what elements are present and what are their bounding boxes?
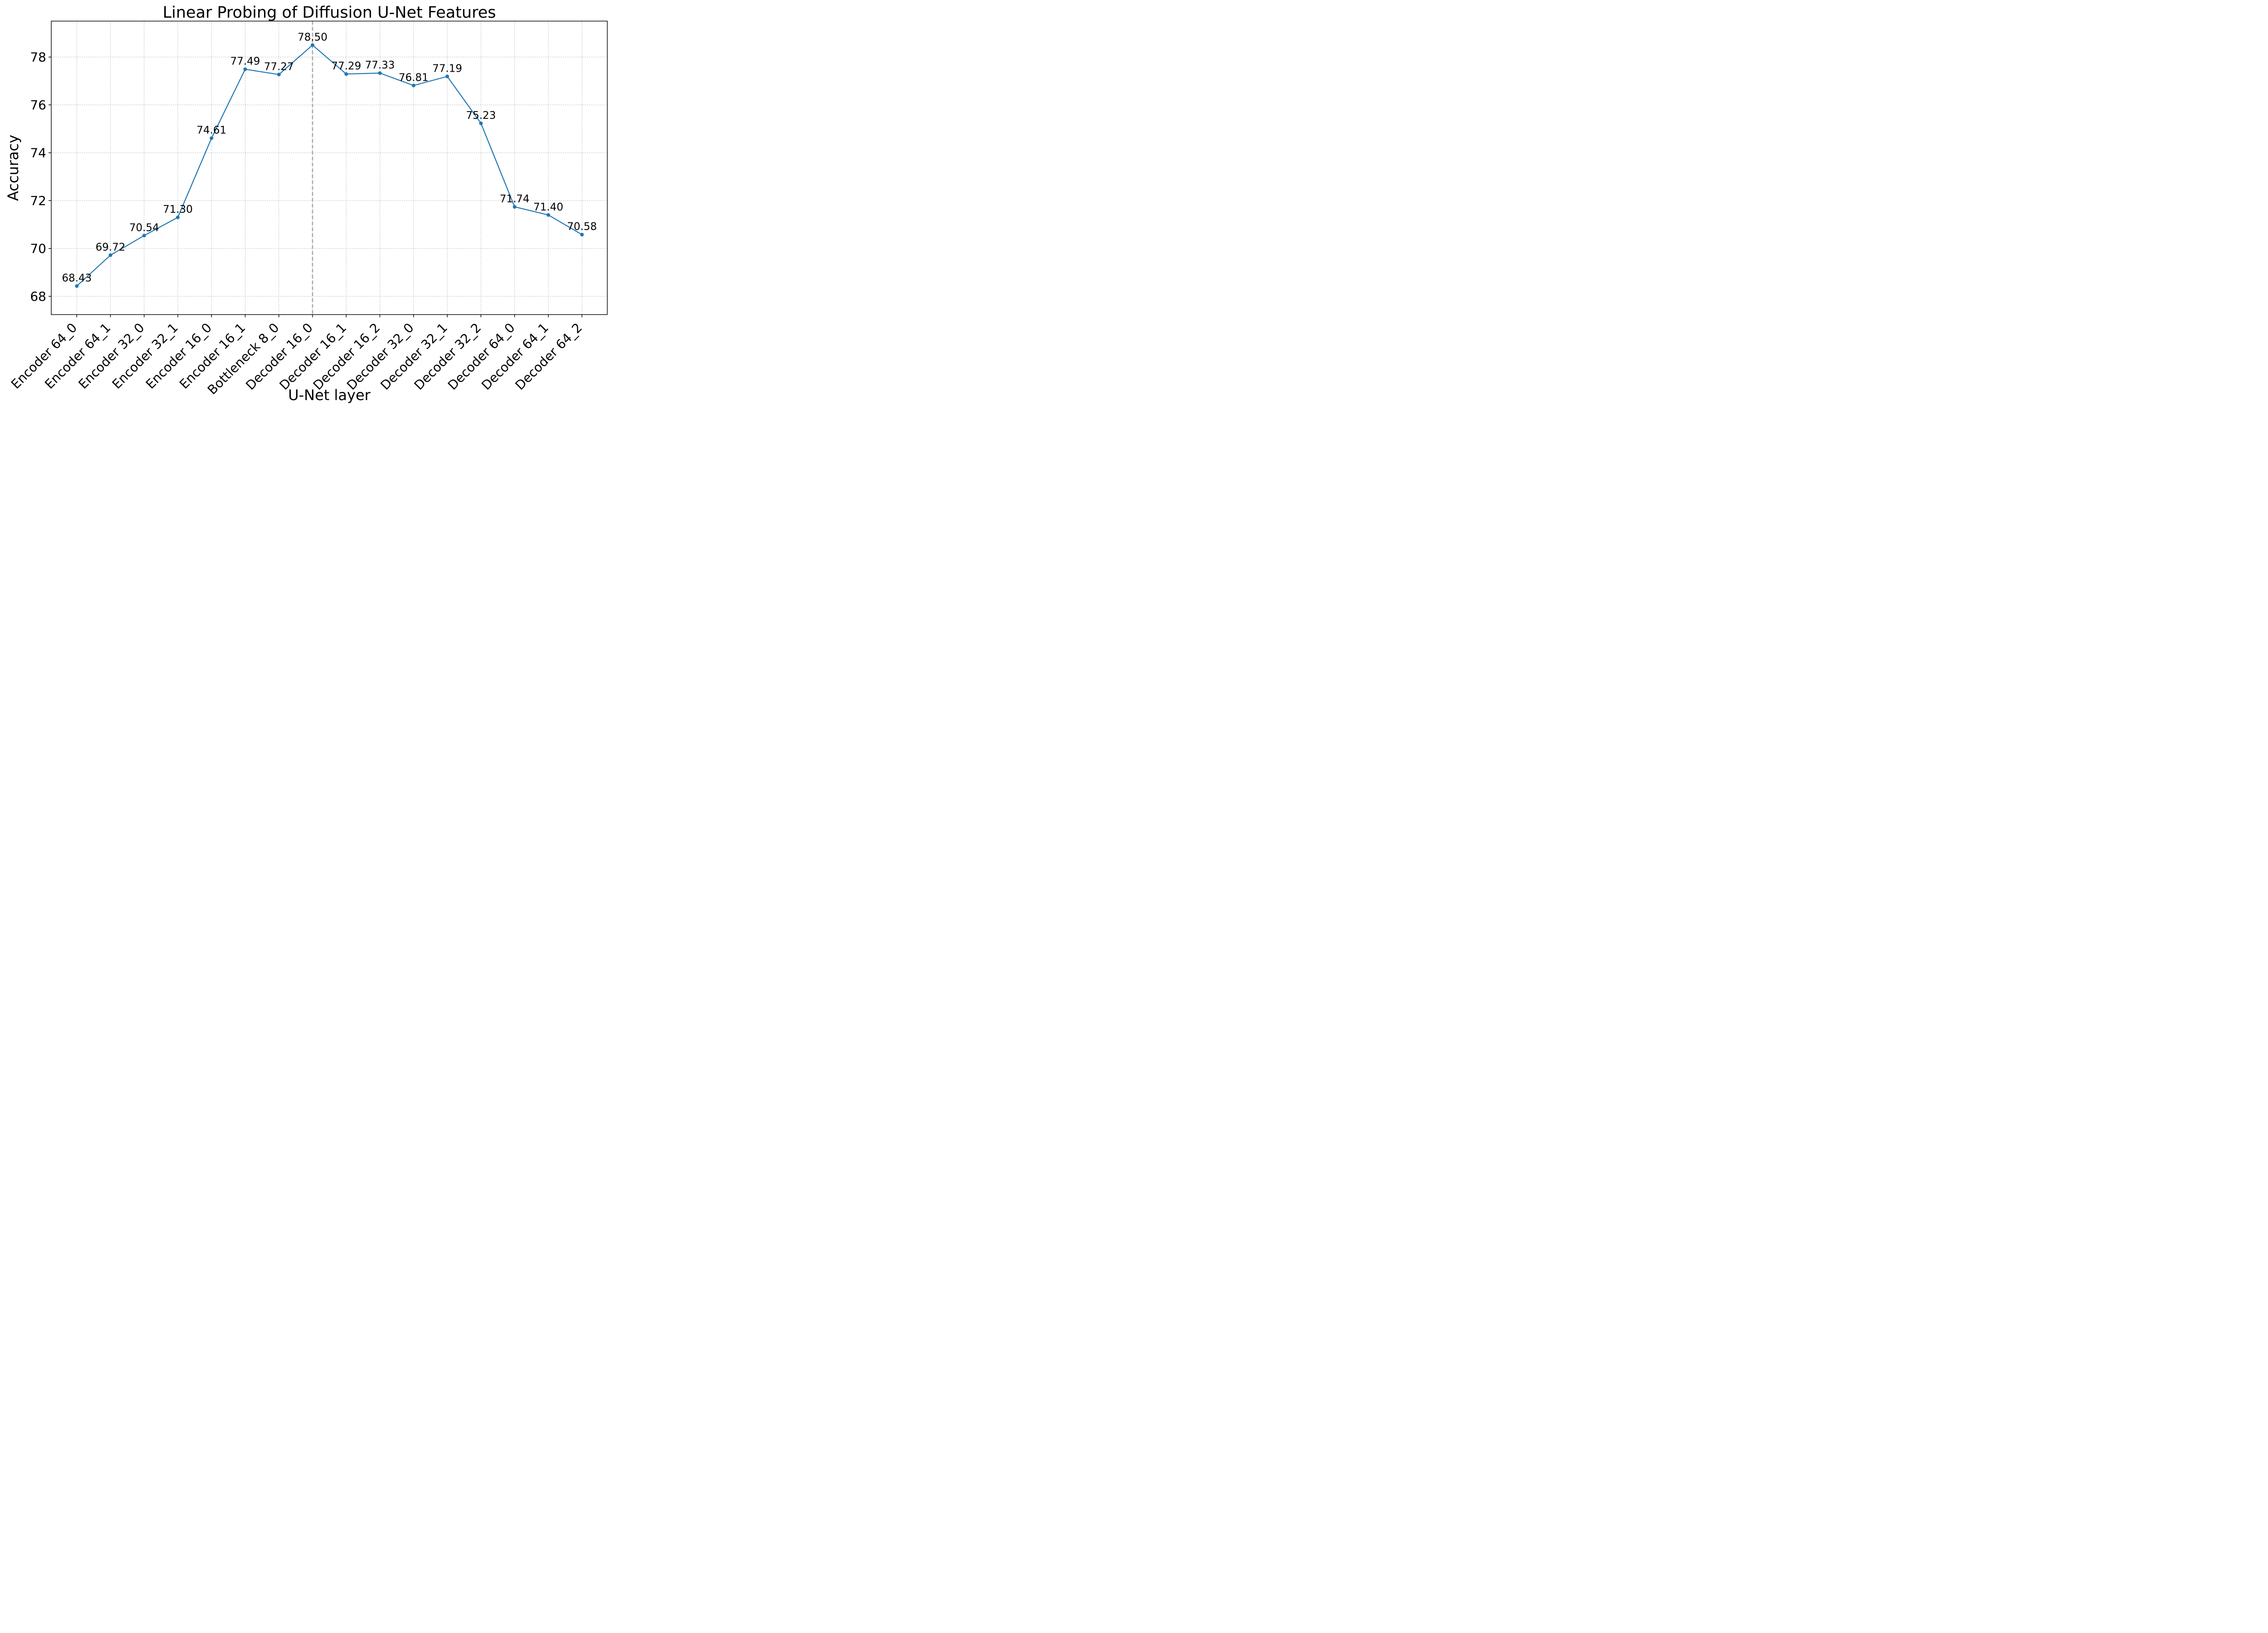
data-point-label: 77.29 — [331, 60, 361, 72]
y-tick-label: 70 — [30, 241, 46, 256]
data-point-marker — [546, 213, 550, 217]
data-point-marker — [411, 83, 415, 88]
data-point-marker — [311, 43, 314, 47]
chart-title: Linear Probing of Diffusion U-Net Featur… — [163, 4, 496, 22]
data-point-label: 76.81 — [399, 72, 429, 84]
data-point-marker — [513, 205, 517, 209]
data-point-marker — [176, 215, 180, 220]
grid-group — [51, 21, 607, 315]
plot-border — [51, 20, 608, 315]
y-tick-label: 78 — [30, 49, 46, 64]
data-point-marker — [75, 284, 79, 288]
y-tick-label: 74 — [30, 145, 46, 160]
data-point-marker — [108, 253, 112, 257]
data-point-label: 74.61 — [196, 125, 226, 137]
figure: 68.43 69.72 70.54 71.30 74.61 77.49 77.27 78.50… — [0, 0, 612, 408]
data-point-label: 77.27 — [264, 61, 294, 73]
data-point-label: 71.74 — [500, 193, 530, 205]
series-group — [75, 43, 584, 288]
data-point-label: 71.40 — [533, 201, 563, 213]
data-point-label: 68.43 — [62, 273, 92, 284]
series-line — [76, 44, 582, 287]
y-tick-label: 72 — [30, 193, 46, 208]
data-point-marker — [378, 71, 382, 75]
data-point-marker — [445, 74, 449, 78]
y-tick-label: 68 — [30, 289, 46, 304]
data-point-label: 70.58 — [567, 221, 597, 233]
data-point-label: 77.49 — [230, 56, 260, 68]
data-point-marker — [479, 121, 483, 125]
data-point-marker — [142, 234, 146, 238]
data-point-marker — [580, 233, 584, 237]
data-point-marker — [243, 67, 247, 71]
data-point-marker — [277, 73, 281, 77]
y-tick-label: 76 — [30, 98, 46, 112]
data-point-label: 78.50 — [298, 31, 327, 43]
x-axis-label: U-Net layer — [288, 386, 371, 404]
data-point-label: 75.23 — [466, 110, 496, 122]
data-point-marker — [210, 136, 214, 140]
data-point-marker — [344, 72, 348, 76]
data-point-label: 77.33 — [365, 59, 395, 71]
y-axis-label: Accuracy — [5, 135, 22, 201]
data-point-label: 77.19 — [432, 63, 462, 75]
data-point-label: 69.72 — [96, 242, 126, 254]
data-point-label: 71.30 — [163, 204, 193, 215]
data-point-label: 70.54 — [129, 222, 159, 234]
